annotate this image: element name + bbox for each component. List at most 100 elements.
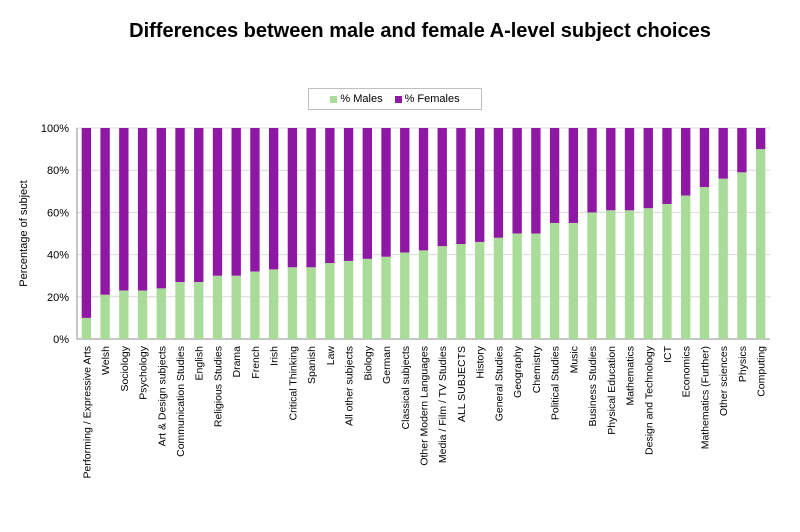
y-tick-label: 80% (47, 165, 69, 177)
x-tick-label: Mathematics (625, 346, 637, 406)
bar-males (531, 233, 541, 339)
x-tick-label: Irish (269, 346, 281, 366)
x-tick-label: All other subjects (344, 346, 356, 426)
x-tick-label: Drama (231, 346, 243, 378)
bar-females (100, 128, 110, 295)
x-tick-label: Music (568, 346, 580, 373)
x-tick-label: French (250, 346, 262, 379)
x-tick-label: Sociology (119, 345, 131, 391)
legend-swatch-females (394, 95, 402, 103)
bar-males (662, 203, 672, 339)
bar-males (418, 250, 429, 339)
x-tick-label: Physics (737, 346, 749, 382)
bar-females (156, 128, 166, 289)
bar-males (512, 233, 522, 339)
x-tick-label: Art & Design subjects (156, 346, 168, 446)
bar-males (137, 290, 148, 339)
x-tick-label: Psychology (138, 345, 150, 399)
x-tick-label: Biology (362, 345, 374, 380)
legend: % Males % Females (308, 88, 482, 110)
bar-females (662, 128, 672, 204)
bar-females (512, 128, 522, 234)
x-tick-label: English (194, 346, 206, 381)
bar-males (643, 208, 653, 339)
bar-females (606, 128, 616, 211)
x-tick-label: Political Studies (550, 346, 562, 420)
bar-females (175, 128, 185, 283)
bar-males (175, 282, 185, 339)
bar-females (400, 128, 410, 253)
bar-males (343, 260, 354, 339)
x-tick-label: ALL SUBJECTS (456, 346, 468, 422)
bar-males (119, 290, 129, 339)
bar-males (325, 263, 335, 339)
bar-females (718, 128, 728, 179)
bar-females (250, 128, 260, 272)
x-tick-label: Mathematics (Further) (699, 346, 711, 449)
x-tick-label: Geography (512, 345, 524, 398)
bar-females (681, 128, 691, 196)
bar-females (306, 128, 316, 268)
bar-males (156, 288, 166, 339)
y-tick-label: 40% (47, 250, 69, 262)
bar-females (362, 128, 372, 259)
x-tick-label: Business Studies (587, 346, 599, 427)
x-tick-label: Other sciences (718, 346, 730, 416)
bar-females (381, 128, 391, 257)
bar-females (643, 128, 653, 209)
x-tick-label: Chemistry (531, 345, 543, 393)
x-tick-label: Law (325, 346, 337, 366)
bar-males (681, 195, 691, 339)
bar-males (381, 256, 391, 339)
bar-males (231, 275, 241, 339)
bar-males (718, 178, 728, 339)
x-tick-label: Classical subjects (400, 346, 412, 429)
x-tick-label: Communication Studies (175, 346, 187, 457)
bar-males (587, 212, 597, 339)
bar-females (268, 128, 279, 270)
bar-females (194, 128, 204, 283)
bar-males (568, 222, 579, 339)
bar-females (755, 128, 766, 150)
bar-males (250, 271, 260, 339)
bar-males (212, 275, 223, 339)
bar-females (81, 128, 92, 318)
bar-females (456, 128, 466, 245)
bar-males (362, 258, 372, 339)
bar-males (737, 172, 747, 339)
bar-females (699, 128, 710, 188)
bar-males (306, 267, 316, 339)
bar-males (437, 246, 447, 339)
bar-females (568, 128, 579, 223)
bar-males (81, 317, 92, 339)
chart-title: Differences between male and female A-le… (129, 20, 711, 42)
bar-females (119, 128, 129, 291)
legend-swatch-males (330, 95, 338, 103)
bar-males (456, 244, 466, 339)
bar-males (268, 269, 279, 339)
bar-males (475, 241, 485, 339)
bar-males (493, 237, 504, 339)
x-tick-label: Design and Technology (643, 345, 655, 455)
bar-females (493, 128, 504, 238)
bar-females (437, 128, 447, 247)
bar-females (531, 128, 541, 234)
bar-males (755, 149, 766, 339)
x-tick-label: Computing (756, 346, 768, 397)
bar-females (325, 128, 335, 264)
bar-males (549, 222, 560, 339)
x-tick-label: Spanish (306, 346, 318, 384)
bar-females (231, 128, 241, 276)
bar-males (400, 252, 410, 339)
bar-females (549, 128, 560, 223)
legend-label-males: % Males (340, 93, 383, 105)
x-tick-label: ICT (662, 345, 674, 363)
bar-males (194, 282, 204, 339)
bar-females (137, 128, 148, 291)
x-tick-label: Welsh (100, 346, 112, 375)
bar-females (737, 128, 747, 173)
y-tick-label: 20% (47, 292, 69, 304)
bar-males (606, 210, 616, 339)
